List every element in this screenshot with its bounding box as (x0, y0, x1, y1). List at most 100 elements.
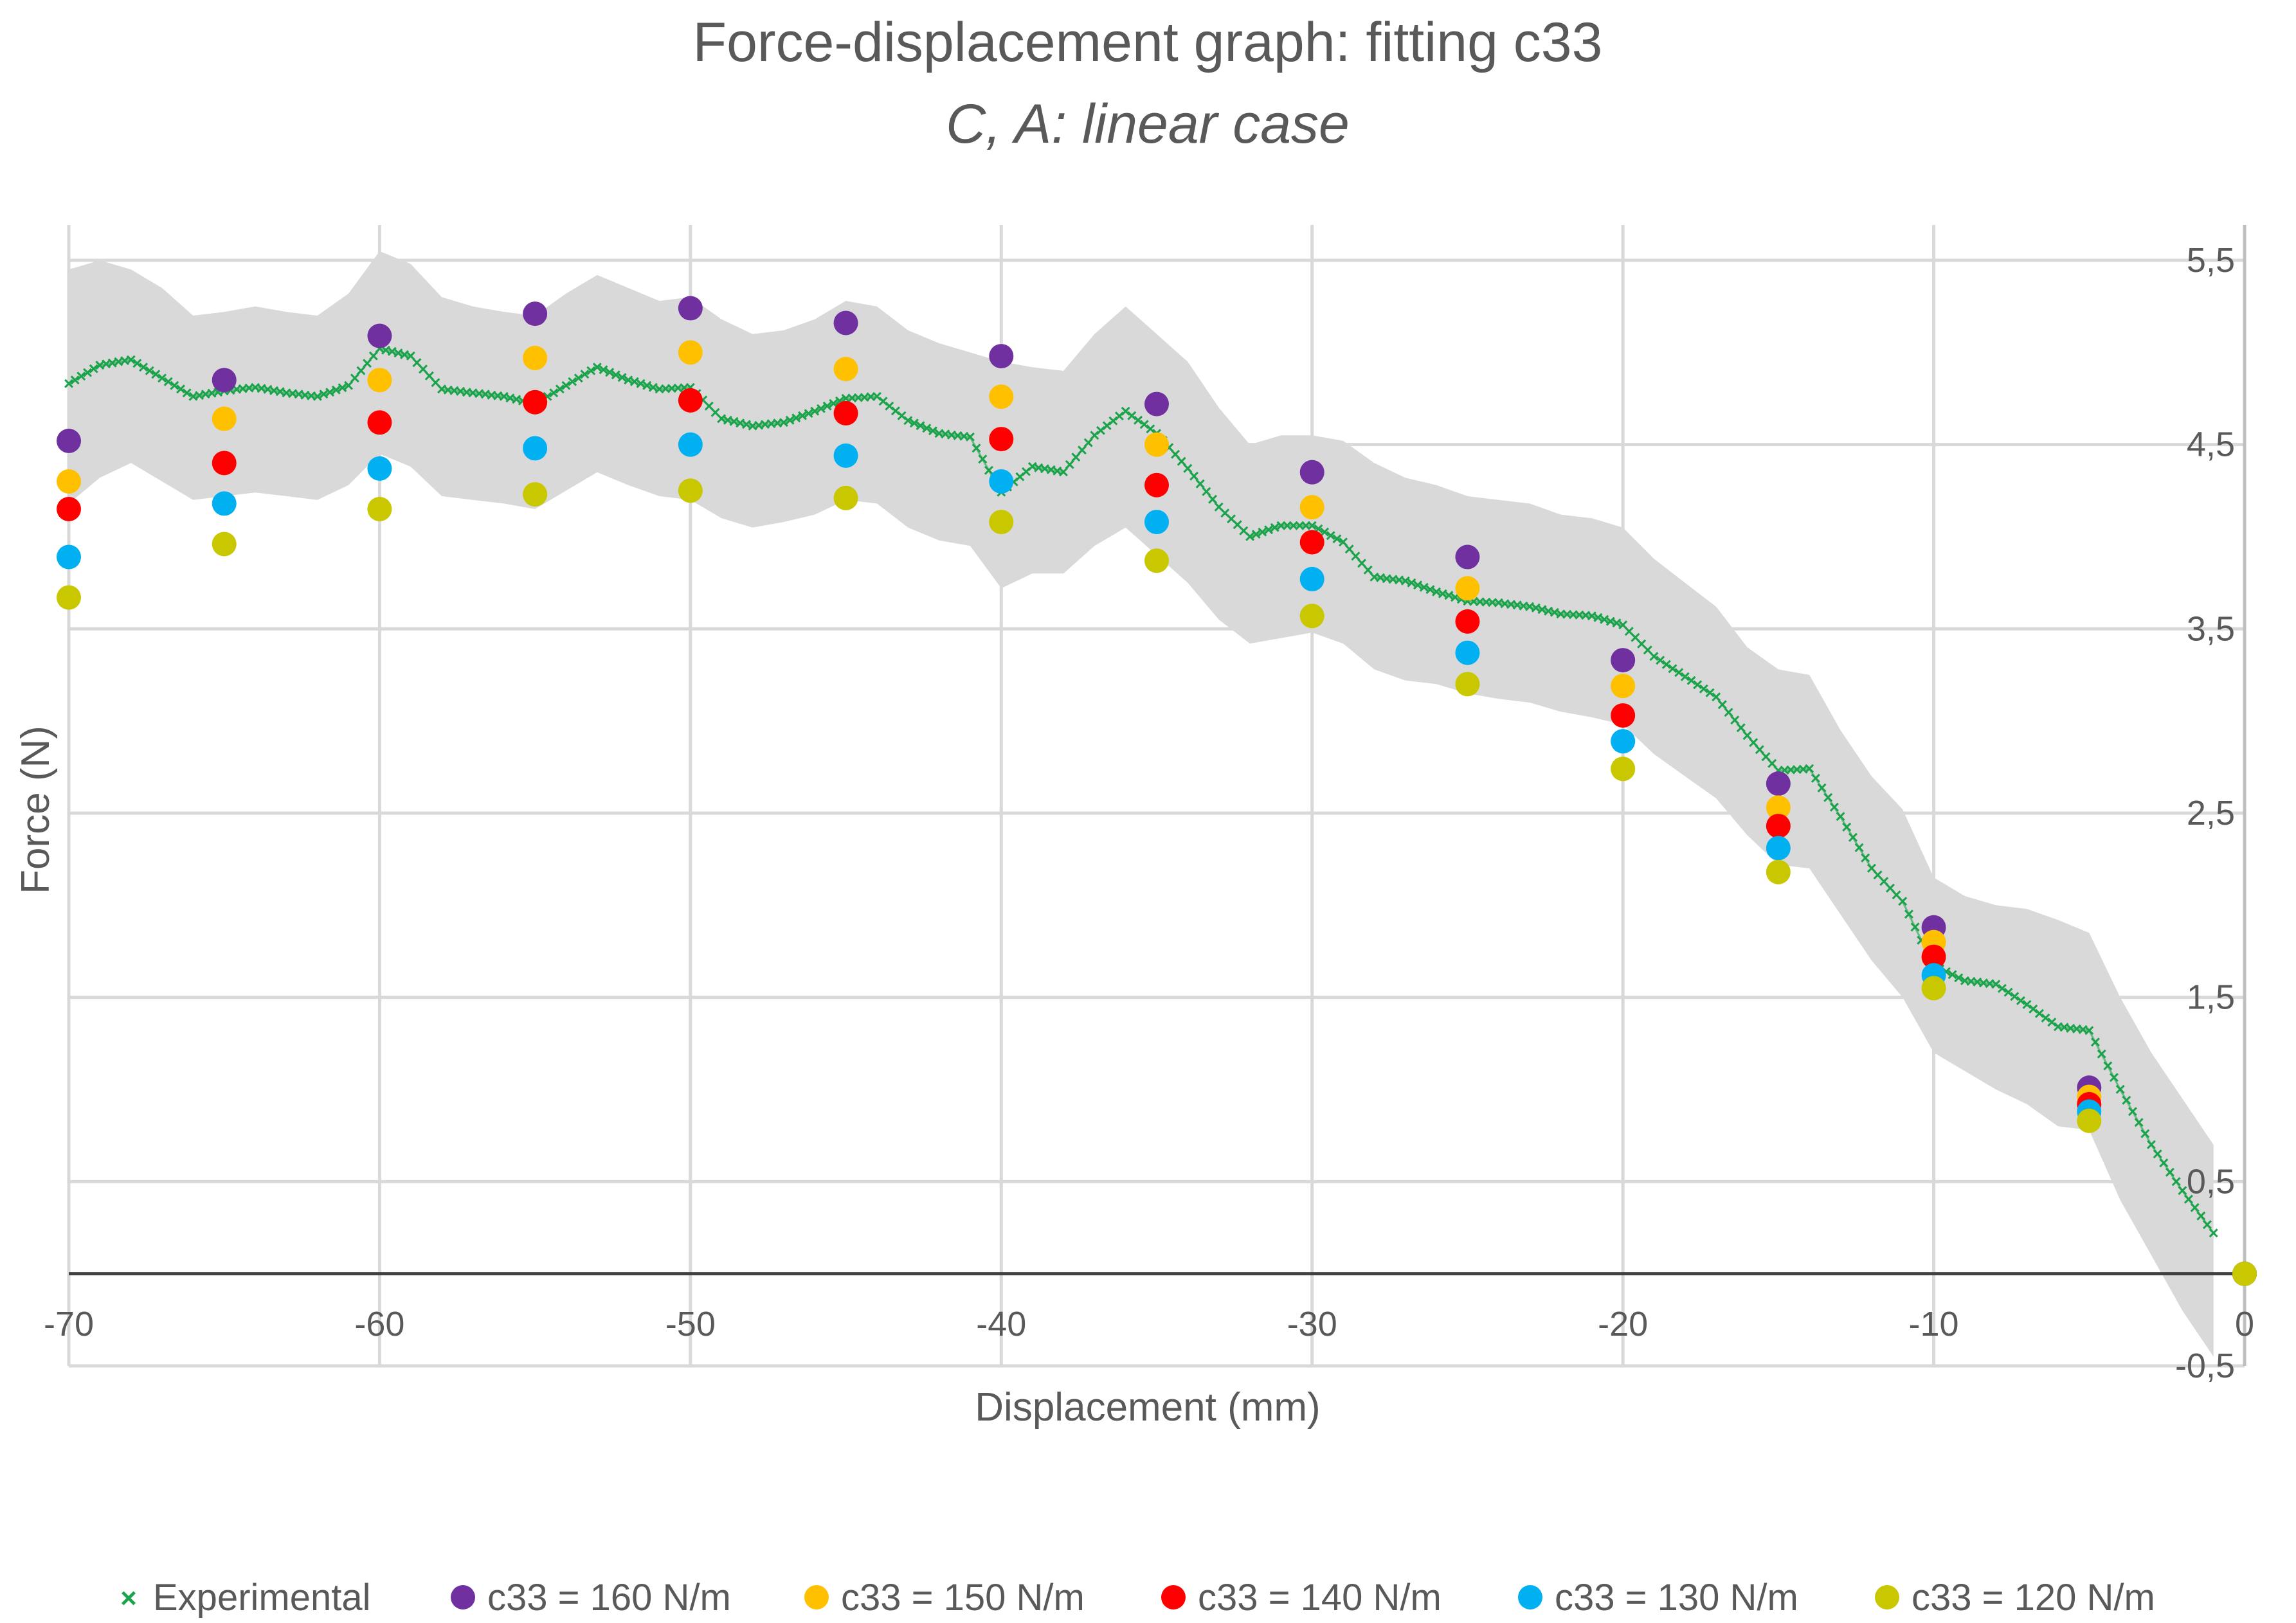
experimental-point: × (1605, 611, 1616, 631)
experimental-point: × (1251, 525, 1261, 544)
experimental-point: × (1686, 670, 1696, 690)
experimental-point: × (884, 396, 894, 416)
experimental-point: × (287, 384, 298, 404)
experimental-point: × (474, 384, 484, 404)
y-tick-label: 5,5 (2187, 241, 2235, 280)
legend-label: c33 = 140 N/m (1198, 1577, 1442, 1619)
x-tick-label: -50 (665, 1305, 716, 1343)
experimental-point: × (1126, 406, 1137, 426)
tick-labels: -70 -60 -50 -40 -30 -20 -10 0 5,5 4,5 3,5 2,5 1,5 0,5… (44, 241, 2254, 1385)
experimental-point: × (1872, 865, 1883, 884)
experimental-point: × (1730, 710, 1740, 730)
series-point (678, 340, 703, 365)
experimental-point: × (2059, 1018, 2069, 1037)
experimental-point: × (1413, 575, 1423, 595)
experimental-point: × (1220, 503, 1230, 523)
experimental-point: × (493, 386, 503, 406)
experimental-point: × (1400, 571, 1411, 591)
experimental-point: × (2171, 1171, 2181, 1191)
series-point (1299, 604, 1324, 629)
experimental-point: × (1226, 508, 1236, 528)
experimental-point: × (1419, 577, 1429, 597)
experimental-point: × (1997, 978, 2007, 998)
experimental-point: × (201, 384, 211, 404)
series-point (1144, 510, 1169, 535)
experimental-point: × (1978, 973, 1989, 992)
legend-item: c33 = 120 N/m (1875, 1577, 2155, 1619)
experimental-point: × (406, 346, 416, 366)
experimental-point: × (449, 381, 459, 400)
experimental-point: × (2053, 1017, 2063, 1037)
experimental-point: × (1811, 768, 1821, 788)
experimental-point: × (909, 413, 919, 433)
experimental-point: × (1332, 528, 1342, 548)
experimental-point: × (486, 385, 496, 405)
experimental-point: × (1891, 884, 1901, 904)
experimental-point: × (1755, 739, 1765, 759)
series-point (523, 482, 548, 507)
experimental-point: × (1562, 604, 1572, 624)
experimental-point: × (617, 367, 627, 387)
experimental-point: × (604, 362, 615, 382)
experimental-point: × (157, 368, 167, 388)
series-point (833, 357, 858, 382)
experimental-point: × (1991, 974, 2001, 994)
experimental-point: × (194, 385, 204, 405)
experimental-point: × (710, 402, 720, 422)
experimental-point: × (896, 406, 907, 426)
experimental-point: × (598, 359, 608, 379)
experimental-point: × (1823, 787, 1833, 807)
experimental-point: × (69, 370, 80, 390)
experimental-point: × (1804, 758, 1814, 778)
experimental-point: × (1382, 568, 1392, 588)
experimental-point: × (1040, 459, 1050, 479)
experimental-point: × (2128, 1101, 2138, 1121)
series-point (1299, 530, 1324, 555)
experimental-point: × (2102, 1055, 2113, 1075)
experimental-point: × (275, 382, 285, 402)
experimental-point: × (2065, 1018, 2075, 1038)
experimental-point: × (430, 372, 440, 392)
experimental-point: × (1674, 663, 1684, 683)
experimental-point: × (1680, 667, 1690, 686)
experimental-point: × (2034, 1003, 2045, 1023)
experimental-point: × (1537, 600, 1547, 620)
series-point (57, 544, 81, 569)
series-point (833, 310, 858, 336)
experimental-point: × (269, 381, 279, 400)
experimental-point: × (1139, 415, 1149, 435)
series-4 (57, 478, 2257, 1286)
experimental-point: × (182, 382, 192, 402)
experimental-point: × (611, 364, 621, 384)
experimental-point: × (480, 384, 491, 404)
experimental-point: × (1624, 621, 1634, 641)
experimental-point: × (1357, 553, 1367, 573)
series-point (523, 390, 548, 415)
experimental-point: × (2165, 1162, 2175, 1182)
experimental-point: × (505, 388, 515, 408)
series-point (57, 469, 81, 494)
experimental-point: × (418, 359, 428, 379)
experimental-point: × (1425, 580, 1435, 600)
experimental-point: × (2009, 987, 2020, 1007)
y-tick-label: 0,5 (2187, 1162, 2235, 1201)
experimental-point: × (1860, 848, 1870, 868)
experimental-point: × (462, 382, 472, 402)
legend-item: × Experimental (120, 1577, 370, 1619)
experimental-point: × (1854, 838, 1864, 857)
experimental-point: × (859, 387, 869, 407)
experimental-point: × (592, 357, 602, 377)
experimental-point: × (1867, 858, 1877, 878)
c33-series (57, 296, 2257, 1286)
experimental-point: × (1475, 591, 1485, 611)
experimental-point: × (1207, 489, 1218, 509)
experimental-point: × (2021, 994, 2032, 1014)
experimental-point: × (1574, 605, 1584, 625)
experimental-point: × (704, 396, 714, 416)
y-axis-label: Force (N) (14, 726, 58, 894)
experimental-point: × (1550, 602, 1560, 622)
experimental-point: × (741, 415, 752, 435)
experimental-point: × (368, 346, 379, 366)
